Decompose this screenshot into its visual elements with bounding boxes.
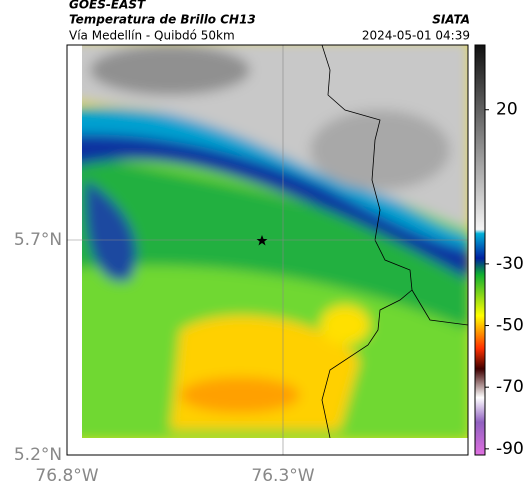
colorbar: [474, 44, 486, 456]
colorbar-tick-label: -30: [496, 254, 524, 274]
datetime: 2024-05-01 04:39: [362, 29, 470, 43]
colorbar-tick-label: -90: [496, 439, 524, 459]
lon-label: 76.8°W: [35, 466, 98, 486]
lat-label: 5.2°N: [14, 445, 62, 465]
colorbar-tick-label: -50: [496, 316, 524, 336]
colorbar-tick-label: 20: [496, 100, 518, 120]
satellite-image: [82, 45, 468, 438]
colorbar-ticks: 20 -30 -50 -70 -90: [485, 100, 524, 459]
brand: SIATA: [432, 13, 470, 27]
title: GOES-EAST: [69, 0, 146, 12]
location: Vía Medellín - Quibdó 50km: [69, 29, 235, 43]
colorbar-tick-label: -70: [496, 377, 524, 397]
subtitle: Temperatura de Brillo CH13: [69, 13, 256, 27]
lat-label: 5.7°N: [14, 230, 62, 250]
lon-label: 76.3°W: [251, 466, 314, 486]
